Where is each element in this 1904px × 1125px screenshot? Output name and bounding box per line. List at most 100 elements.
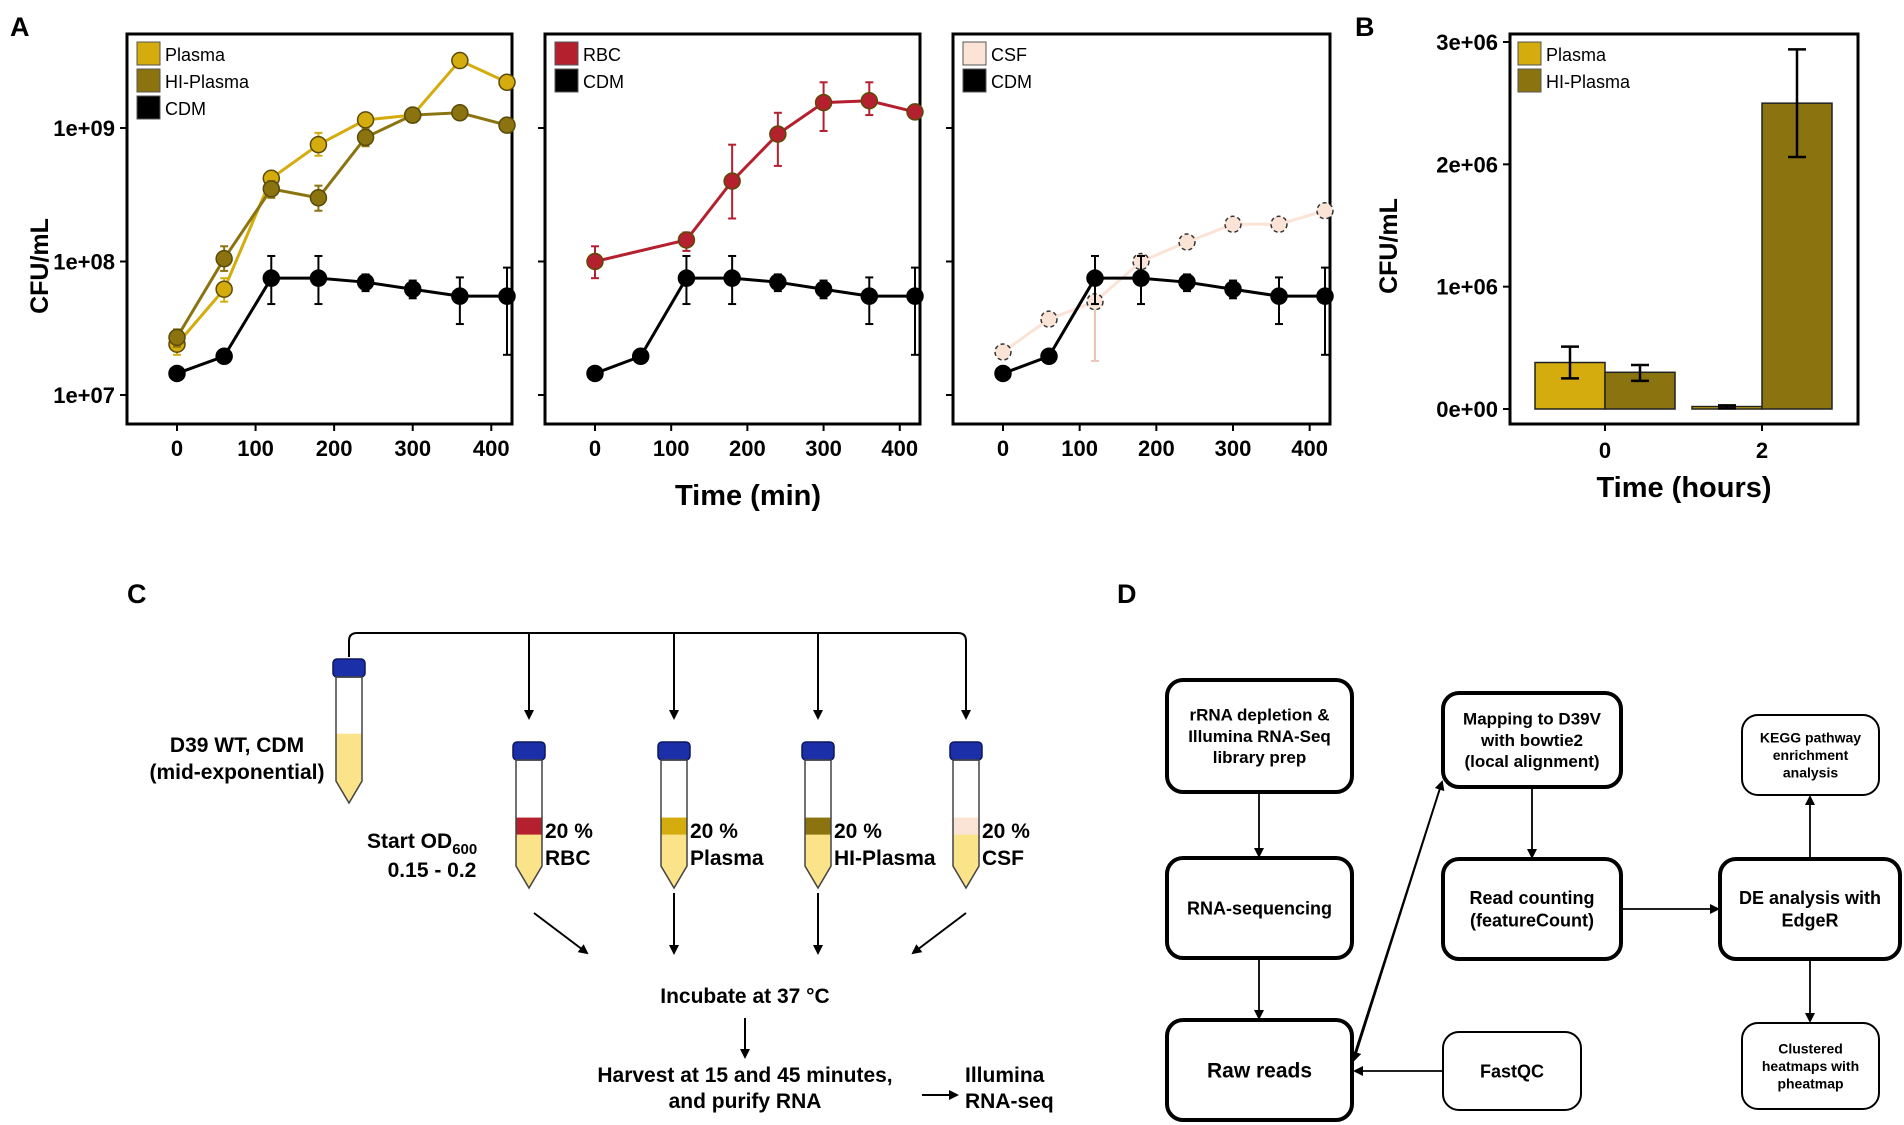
tube-cap: [949, 741, 983, 761]
workflow-box-text-kegg-1: enrichment: [1773, 747, 1849, 763]
legend-swatch-cdm: [962, 68, 987, 93]
data-point-hi-plasma-120: [262, 180, 281, 198]
chart-a3-csf-growth: 0 100 200 300 400 CSF CDM: [946, 32, 1334, 461]
plot-frame: [543, 32, 922, 426]
tube-band: [661, 817, 687, 835]
workflow-box-de: DE analysis with EdgeR: [1718, 857, 1902, 961]
tube-hi-plasma: [801, 741, 835, 890]
legend-swatch-plasma: [1517, 41, 1542, 66]
data-point-hi-plasma-300: [403, 106, 422, 124]
workflow-box-text-heatmap-0: Clustered: [1778, 1040, 1843, 1056]
data-point-cdm-240: [1178, 273, 1196, 291]
legend: Plasma HI-Plasma CDM: [136, 41, 250, 120]
data-point-csf-360: [1270, 215, 1288, 234]
legend-swatch-plasma: [136, 41, 161, 66]
x-tick-label-200: 200: [1138, 436, 1175, 461]
legend: RBC CDM: [554, 41, 624, 93]
legend-swatch-cdm: [136, 95, 161, 120]
workflow-box-mapping: Mapping to D39V with bowtie2 (local alignm…: [1441, 691, 1623, 789]
series-cdm: [994, 254, 1334, 383]
workflow-box-text-rrna-2: library prep: [1213, 748, 1307, 767]
y-tick-label-2e+06: 2e+06: [1436, 152, 1498, 177]
treatment-tubes: 20 % RBC 20 % Plasma 20 % HI-Plasma 20 % CSF: [512, 741, 1030, 890]
start-tube-body: [332, 658, 366, 805]
data-point-rbc-240: [769, 125, 787, 143]
data-point-cdm-0: [168, 364, 186, 383]
start-od-label: Start OD600: [367, 830, 477, 858]
workflow-box-frame-counting: [1441, 857, 1623, 961]
workflow-box-text-raw-0: Raw reads: [1207, 1059, 1312, 1082]
data-point-cdm-60: [215, 347, 233, 366]
x-tick-label-300: 300: [1215, 436, 1252, 461]
series-cdm: [586, 254, 924, 383]
workflow-box-text-heatmap-1: heatmaps with: [1762, 1058, 1859, 1074]
workflow-box-text-heatmap-2: pheatmap: [1777, 1075, 1843, 1091]
legend-label-rbc: RBC: [583, 45, 621, 65]
data-point-hi-plasma-60: [215, 249, 233, 268]
panel-label-b: B: [1355, 12, 1375, 42]
y-tick-label-1e-07: 1e+07: [53, 383, 115, 408]
tube-pct-plasma: 20 %: [690, 820, 738, 843]
y-tick-label-0e+00: 0e+00: [1436, 397, 1498, 422]
start-od-subscript: 600: [452, 841, 477, 858]
data-point-cdm-300: [814, 280, 833, 298]
start-tube-label-line2: (mid-exponential): [149, 761, 324, 784]
analysis-workflow: rRNA depletion & Illumina RNA-Seq library …: [1165, 678, 1902, 1122]
legend: CSF CDM: [962, 41, 1032, 93]
x-tick-label-100: 100: [1061, 436, 1098, 461]
legend-swatch-hi-plasma: [136, 68, 161, 93]
legend-label-hi-plasma: HI-Plasma: [1546, 72, 1631, 92]
arrow-csf-incubate: [911, 912, 967, 955]
tube-band: [805, 817, 831, 835]
data-point-hi-plasma-240: [356, 128, 375, 147]
data-point-plasma-420: [498, 73, 516, 92]
data-point-cdm-120: [262, 269, 281, 287]
harvest-label-line1: Harvest at 15 and 45 minutes,: [597, 1064, 892, 1087]
series-csf: [994, 201, 1334, 362]
tube-csf: [949, 741, 983, 890]
x-tick-label-200: 200: [316, 436, 353, 461]
x-axis-label: Time (min): [675, 480, 821, 512]
y-tick-label-1e-08: 1e+08: [53, 250, 115, 275]
workflow-box-raw: Raw reads: [1165, 1018, 1354, 1122]
data-point-cdm-240: [356, 273, 375, 291]
legend-swatch-hi-plasma: [1517, 68, 1542, 93]
data-point-cdm-420: [498, 287, 516, 305]
tube-name-csf: CSF: [982, 847, 1024, 870]
tube-band: [953, 817, 979, 835]
workflow-box-frame-de: [1718, 857, 1902, 961]
data-point-plasma-180: [309, 135, 328, 154]
tube-outline: [952, 759, 980, 890]
data-point-rbc-120: [677, 231, 696, 249]
data-point-rbc-300: [814, 93, 833, 112]
arrow-rbc-incubate: [533, 912, 589, 955]
start-tube: [332, 658, 366, 805]
plot-frame: [1508, 32, 1860, 426]
start-od-range: 0.15 - 0.2: [388, 859, 477, 882]
x-tick-label-100: 100: [653, 436, 690, 461]
connector-main: [348, 632, 971, 720]
workflow-box-text-mapping-1: with bowtie2: [1480, 731, 1583, 750]
data-point-cdm-0: [586, 364, 604, 383]
workflow-box-frame-heatmap: [1741, 1022, 1880, 1110]
data-point-cdm-360: [451, 287, 469, 305]
start-tube-label-line1: D39 WT, CDM: [170, 734, 304, 757]
y-tick-label-1e-09: 1e+09: [53, 116, 115, 141]
data-point-cdm-420: [906, 287, 924, 305]
series-line-rbc: [594, 99, 916, 263]
series-line-plasma: [175, 58, 508, 346]
x-tick-label-0: 0: [1599, 438, 1611, 463]
x-axis-label: Time (hours): [1596, 472, 1771, 504]
tube-outline: [660, 759, 688, 890]
tube-name-plasma: Plasma: [690, 847, 764, 870]
x-tick-label-0: 0: [997, 436, 1009, 461]
workflow-box-fastqc: FastQC: [1442, 1031, 1582, 1111]
data-point-hi-plasma-180: [309, 189, 328, 207]
schematic-connectors: [348, 632, 971, 1100]
tube-pct-csf: 20 %: [982, 820, 1030, 843]
workflow-box-frame-raw: [1165, 1018, 1354, 1122]
legend-label-cdm: CDM: [165, 99, 206, 119]
tube-liquid: [336, 733, 362, 803]
workflow-box-text-seq-0: RNA-sequencing: [1187, 898, 1332, 918]
